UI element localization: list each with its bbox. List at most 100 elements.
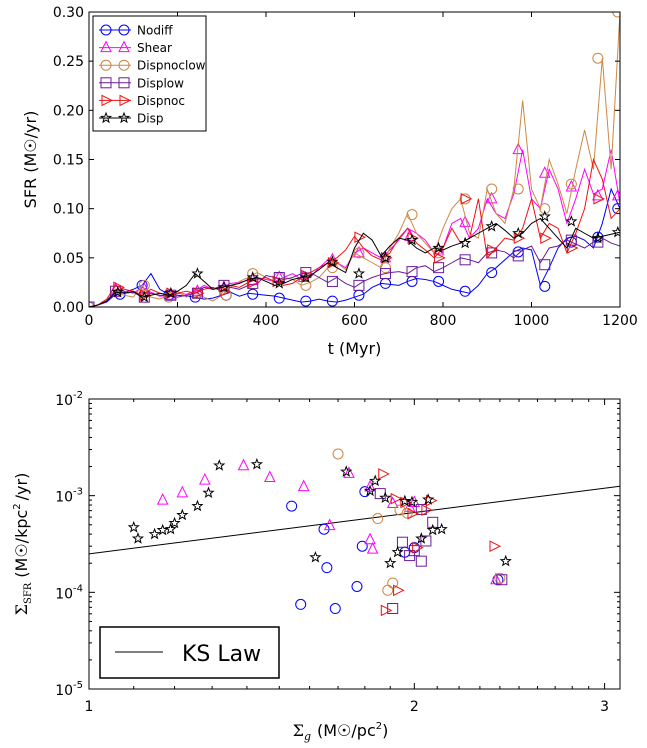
series-point-dispnoc (487, 244, 499, 256)
series-point-displow (353, 279, 365, 291)
series-point-nodiff (459, 285, 471, 297)
scatter-point-disp (340, 465, 353, 477)
y-axis-unit-end: /yr) (12, 473, 31, 501)
x-tick-label: 1200 (602, 313, 638, 329)
y-axis-unit-sup: 2 (12, 503, 23, 509)
scatter-point-disp (213, 459, 226, 471)
scatter-point-shear (366, 541, 379, 554)
series-point-dispnoclow (406, 209, 418, 221)
series-point-dispnoclow (300, 279, 312, 291)
scatter-point-disp (422, 493, 435, 505)
series-point-disp (273, 276, 286, 289)
scatter-dispnoc (378, 468, 502, 617)
scatter-point-nodiff (286, 500, 298, 512)
y-axis-label: ΣSFR (M☉/kpc2/yr) (12, 473, 34, 616)
scatter-point-shear (237, 458, 250, 471)
series-point-displow (379, 268, 391, 280)
series-point-nodiff (326, 295, 338, 307)
y-tick-label: 10-3 (55, 487, 83, 506)
scatter-point-disp (415, 532, 428, 544)
y-axis-label: SFR (M☉/yr) (21, 111, 40, 209)
scatter-point-dispnoc (407, 507, 420, 520)
top-plot-area (89, 12, 620, 307)
legend-marker (119, 94, 132, 107)
x-axis-symbol: Σ (293, 721, 304, 740)
series-point-disp (217, 280, 231, 293)
y-tick-label: 0.00 (53, 300, 84, 316)
x-tick-label: 800 (430, 313, 457, 329)
y-tick-label: 10-5 (55, 680, 83, 699)
scatter-point-shear (490, 572, 502, 585)
series-line-displow (89, 237, 620, 307)
y-tick-label: 0.15 (53, 153, 84, 169)
scatter-point-shear (264, 470, 276, 483)
scatter-point-disp (398, 494, 411, 507)
top-legend-frame (92, 15, 207, 132)
legend-entry-displow: Displow (99, 76, 184, 90)
scatter-point-dispnoclow (387, 577, 399, 589)
y-tick-base: 10 (55, 586, 73, 602)
series-point-displow (459, 254, 471, 266)
legend-marker (118, 40, 130, 53)
series-point-disp (538, 210, 551, 222)
series-point-dispnoc (460, 193, 473, 205)
legend-label: Shear (137, 41, 172, 55)
scatter-point-nodiff (321, 562, 333, 574)
legend-marker (99, 111, 113, 124)
x-tick-label: 1000 (514, 313, 550, 329)
series-point-nodiff (612, 203, 620, 215)
scatter-point-displow (415, 503, 427, 515)
legend-entry-dispnoclow: Dispnoclow (99, 59, 206, 73)
scatter-point-dispnoclow (394, 504, 406, 516)
series-point-disp (299, 271, 312, 283)
series-point-shear (353, 245, 365, 258)
legend-marker (100, 77, 112, 89)
scatter-point-disp (405, 495, 419, 508)
series-point-dispnoc (272, 275, 285, 288)
series-point-nodiff (273, 292, 285, 304)
scatter-point-dispnoc (489, 540, 502, 553)
series-point-dispnoclow (565, 178, 577, 190)
ks-scatter-chart: 1 2 310-510-410-310-2Σg (M☉/pc2)ΣSFR(M☉/kpc… (12, 390, 621, 743)
series-point-dispnoc (219, 285, 232, 298)
x-tick-label: 2 (410, 699, 419, 715)
legend-entry-disp: Disp (99, 112, 163, 126)
scatter-point-disp (363, 484, 377, 497)
x-tick-label: 200 (164, 313, 191, 329)
bottom-plot-area (89, 448, 620, 617)
series-point-dispnoclow (512, 183, 524, 195)
series-point-dispnoc (593, 193, 605, 205)
series-point-disp (485, 219, 498, 232)
scatter-point-disp (426, 523, 439, 536)
scatter-point-shear (199, 472, 211, 485)
y-tick-exponent: -5 (73, 680, 83, 691)
y-tick-label: 10-2 (55, 390, 83, 409)
series-point-disp (352, 267, 366, 279)
series-point-shear (459, 215, 471, 227)
scatter-point-shear (386, 496, 399, 508)
series-point-shear (379, 250, 392, 263)
scatter-point-disp (369, 474, 382, 487)
series-point-dispnoc (434, 252, 446, 264)
y-tick-base: 10 (55, 393, 73, 409)
series-point-dispnoclow (138, 279, 150, 291)
legend-entry-dispnoc: Dispnoc (99, 94, 185, 108)
series-point-dispnoclow (379, 262, 391, 274)
series-point-dispnoclow (433, 247, 445, 259)
scatter-disp (127, 457, 512, 569)
series-point-nodiff (247, 288, 259, 300)
series-point-dispnoclow (353, 247, 365, 259)
scatter-shear (156, 458, 502, 585)
legend-label: Dispnoclow (137, 59, 206, 73)
scatter-point-displow (396, 536, 408, 548)
series-line-disp (89, 217, 620, 307)
series-point-disp (246, 271, 259, 283)
series-point-disp (611, 225, 620, 238)
scatter-point-dispnoc (380, 604, 393, 617)
y-tick-base: 10 (55, 683, 73, 699)
series-point-dispnoclow (592, 52, 604, 64)
x-axis-label: Σg (M☉/pc2) (293, 721, 389, 743)
series-point-displow (539, 259, 551, 271)
scatter-point-disp (164, 522, 177, 535)
scatter-point-dispnoclow (494, 572, 506, 584)
